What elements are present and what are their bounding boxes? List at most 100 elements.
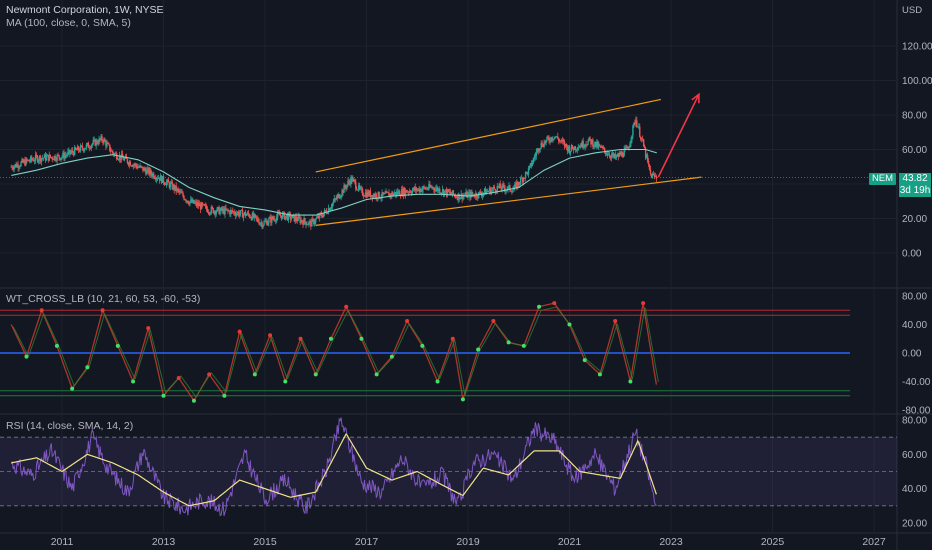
- candle-body: [386, 191, 388, 193]
- price-axis[interactable]: 120.00 100.00 80.00 60.00 40.00 20.00 0.00 80.0…: [902, 42, 932, 530]
- candle-body: [550, 137, 552, 142]
- candle-body: [577, 147, 579, 150]
- candle-body: [265, 220, 267, 222]
- candle-body: [197, 203, 200, 207]
- candle-body: [256, 218, 258, 219]
- candle-body: [643, 146, 646, 149]
- candle-body: [184, 199, 186, 201]
- wt-cross-dot: [70, 386, 75, 391]
- candle-body: [295, 216, 297, 220]
- candle-body: [139, 165, 141, 168]
- candle-body: [12, 168, 14, 170]
- wt-cross-dot: [552, 301, 557, 306]
- candle-body: [89, 148, 92, 149]
- candle-body: [291, 215, 294, 219]
- candle-body: [40, 158, 43, 162]
- candle-body: [317, 215, 319, 218]
- candle-body: [382, 192, 384, 195]
- candle-body: [365, 192, 368, 198]
- candle-body: [330, 207, 333, 209]
- candle-body: [486, 191, 489, 192]
- candle-body: [144, 167, 146, 171]
- candle-body: [515, 182, 517, 185]
- rsi-pane[interactable]: [0, 417, 897, 517]
- candle-body: [585, 144, 587, 146]
- y-tick-label: 60.00: [902, 450, 927, 461]
- candle-body: [303, 218, 305, 225]
- candle-body: [497, 186, 499, 187]
- wt-legend[interactable]: WT_CROSS_LB (10, 21, 60, 53, -60, -53): [6, 293, 201, 305]
- candle-body: [272, 216, 274, 219]
- candle-body: [337, 194, 339, 196]
- candle-body: [220, 207, 222, 211]
- price-pane[interactable]: [0, 92, 897, 230]
- candle-body: [221, 207, 223, 211]
- candle-body: [91, 143, 93, 146]
- candle-body: [638, 126, 640, 128]
- candle-body: [426, 188, 428, 190]
- candle-body: [11, 166, 13, 169]
- candle-body: [436, 187, 438, 189]
- candle-body: [592, 140, 594, 147]
- time-axis[interactable]: 2011 2013 2015 2017 2019 2021 2023 2025 2027: [51, 536, 886, 548]
- candle-body: [175, 185, 177, 192]
- candle-body: [35, 154, 38, 157]
- candle-body: [646, 155, 649, 161]
- candle-body: [615, 155, 618, 158]
- candle-body: [50, 157, 52, 159]
- candle-body: [243, 212, 246, 215]
- candle-body: [331, 203, 334, 208]
- candle-body: [601, 146, 604, 148]
- candle-body: [261, 222, 263, 228]
- currency-label: USD: [902, 5, 923, 16]
- candle-body: [408, 191, 411, 193]
- candle-body: [80, 145, 83, 147]
- ma-legend[interactable]: MA (100, close, 0, SMA, 5): [6, 17, 131, 29]
- candle-body: [182, 192, 184, 197]
- wt-cross-dot: [161, 393, 166, 398]
- candle-body: [616, 154, 619, 156]
- candle-body: [420, 188, 422, 192]
- candle-body: [218, 206, 220, 215]
- candle-body: [418, 188, 420, 192]
- candle-body: [249, 217, 252, 218]
- candle-body: [572, 148, 575, 151]
- candle-body: [589, 137, 591, 140]
- candle-body: [374, 193, 376, 197]
- candle-body: [471, 192, 473, 195]
- candle-body: [393, 193, 395, 196]
- wt-cross-pane[interactable]: [0, 301, 850, 403]
- candle-body: [552, 139, 554, 141]
- candle-body: [164, 184, 167, 186]
- candle-body: [311, 219, 313, 227]
- candle-body: [474, 196, 476, 198]
- candle-body: [162, 176, 165, 183]
- candle-body: [186, 200, 188, 202]
- candle-body: [485, 191, 488, 195]
- candle-body: [428, 184, 430, 189]
- wt-cross-dot: [237, 329, 242, 334]
- candle-body: [192, 199, 194, 203]
- rsi-legend[interactable]: RSI (14, close, SMA, 14, 2): [6, 420, 134, 432]
- candle-body: [483, 188, 486, 193]
- candle-body: [530, 163, 533, 166]
- candle-body: [581, 140, 583, 148]
- candle-body: [636, 120, 638, 127]
- candle-body: [278, 213, 281, 216]
- candle-body: [26, 158, 28, 161]
- candle-body: [19, 166, 21, 168]
- candle-body: [430, 186, 432, 188]
- candle-body: [368, 190, 371, 196]
- candle-body: [163, 182, 166, 185]
- candle-body: [580, 145, 582, 148]
- candle-body: [410, 192, 413, 194]
- candle-body: [452, 190, 455, 195]
- candle-body: [67, 151, 69, 156]
- candle-body: [122, 157, 125, 161]
- y-tick-label: 100.00: [902, 76, 932, 87]
- candle-body: [201, 202, 204, 205]
- candle-body: [575, 149, 578, 151]
- candle-body: [158, 178, 161, 181]
- candle-body: [183, 196, 185, 200]
